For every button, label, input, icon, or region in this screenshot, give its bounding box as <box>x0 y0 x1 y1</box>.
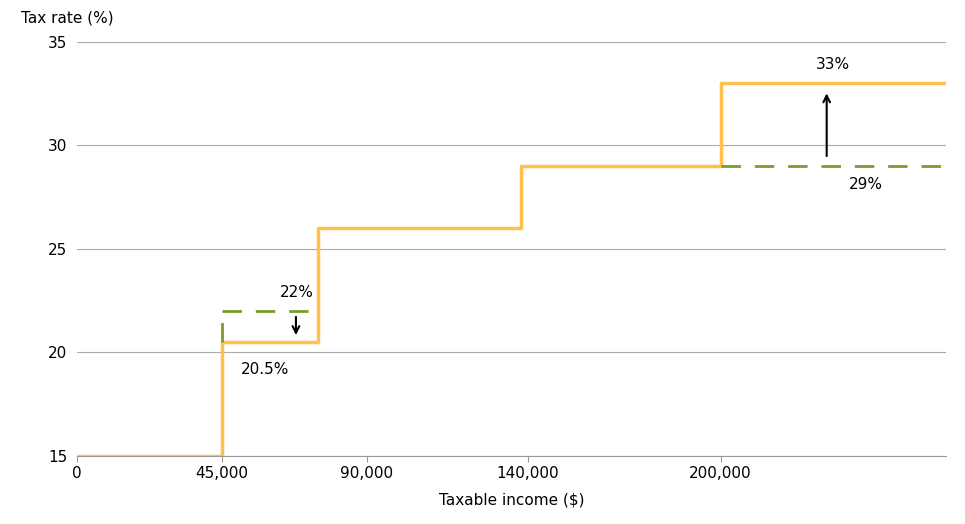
X-axis label: Taxable income ($): Taxable income ($) <box>439 493 584 507</box>
Text: 29%: 29% <box>849 178 883 192</box>
Text: 22%: 22% <box>280 285 314 300</box>
Text: 33%: 33% <box>816 57 850 72</box>
Text: 20.5%: 20.5% <box>241 362 290 377</box>
Text: Tax rate (%): Tax rate (%) <box>21 10 113 25</box>
